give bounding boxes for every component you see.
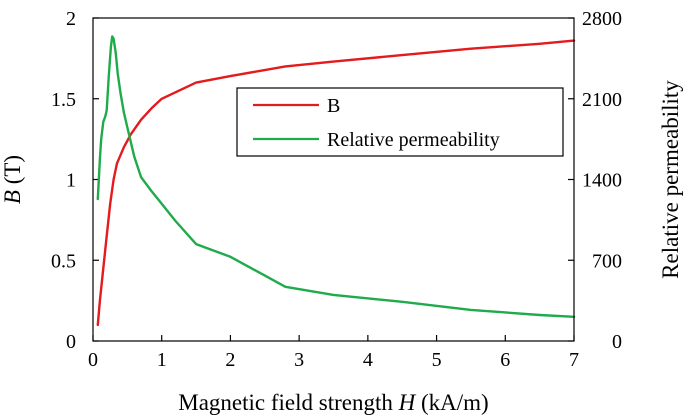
y-left-tick-label: 1 (66, 170, 76, 192)
y-left-tick-label: 0.5 (51, 250, 76, 272)
legend: B Relative permeability (236, 87, 564, 157)
y-right-tick-label: 1400 (582, 170, 622, 192)
x-tick-label: 6 (500, 349, 510, 371)
x-axis-label-pre: Magnetic field strength (178, 390, 398, 415)
series-layer (96, 35, 576, 327)
x-tick-label: 2 (225, 349, 235, 371)
x-tick-label: 4 (363, 349, 373, 371)
y-axis-left-symbol: B (0, 190, 25, 204)
legend-label-b: B (327, 95, 340, 117)
legend-box (236, 87, 564, 157)
x-tick-label: 5 (432, 349, 442, 371)
y-right-tick-label: 2800 (582, 8, 622, 30)
ticks (92, 17, 575, 342)
series-line-relative-permeability (96, 35, 576, 318)
y-axis-right-label: Relative permeability (658, 80, 683, 279)
x-tick-label: 1 (157, 349, 167, 371)
tick-labels: 0 1 2 3 4 5 6 7 0 0.5 1 1.5 2 0 700 1400 2100 2800 (51, 8, 622, 371)
x-axis-label-symbol: H (398, 390, 417, 415)
series-line-b (96, 39, 576, 327)
x-tick-label: 7 (569, 349, 579, 371)
y-left-tick-label: 2 (66, 8, 76, 30)
x-axis-label-unit: (kA/m) (415, 390, 488, 415)
y-axis-left-label: B (T) (0, 155, 25, 204)
y-left-tick-label: 0 (66, 331, 76, 353)
y-right-tick-label: 700 (592, 250, 622, 272)
legend-label-relative-permeability: Relative permeability (327, 129, 500, 151)
y-right-tick-label: 2100 (582, 89, 622, 111)
y-left-tick-label: 1.5 (51, 89, 76, 111)
y-right-tick-label: 0 (612, 331, 622, 353)
x-tick-label: 0 (88, 349, 98, 371)
plot-frame (92, 17, 575, 342)
x-axis-label: Magnetic field strength H (kA/m) (178, 390, 488, 415)
x-tick-label: 3 (294, 349, 304, 371)
y-axis-left-unit: (T) (0, 155, 25, 190)
